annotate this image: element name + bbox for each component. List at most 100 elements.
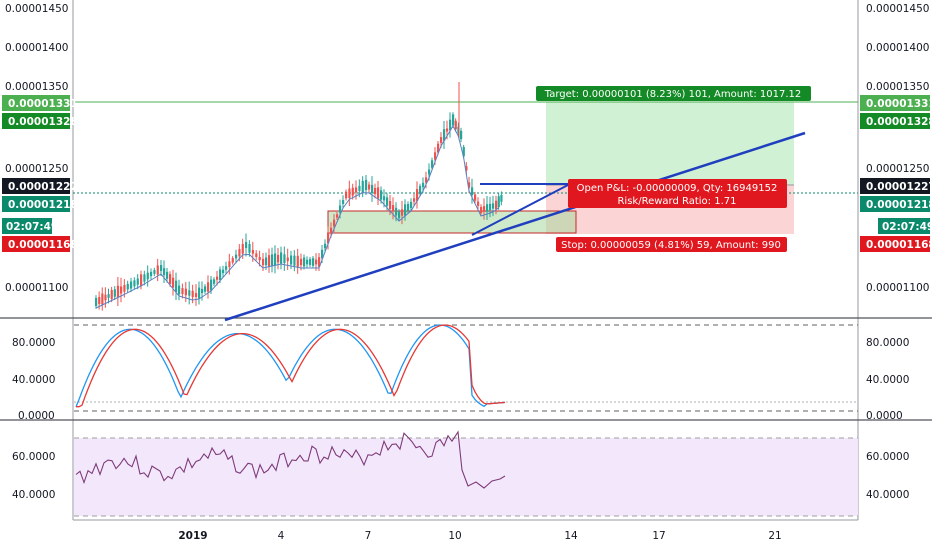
candle-body — [101, 293, 104, 305]
candle-body — [201, 288, 204, 294]
stoch-tick-80-left: 80.0000 — [12, 337, 55, 349]
candle-body — [255, 253, 258, 258]
candle-body — [474, 194, 477, 201]
candle-body — [413, 198, 416, 202]
candle-body — [428, 169, 431, 175]
target-label: Target: 0.00000101 (8.23%) 101, Amount: … — [544, 89, 802, 100]
candle-body — [392, 205, 395, 212]
rr-label: Risk/Reward Ratio: 1.71 — [617, 196, 736, 207]
candle-body — [336, 214, 339, 218]
stoch-tick-40-left: 40.0000 — [12, 374, 55, 386]
candle-body — [327, 232, 330, 244]
stop-label-box — [556, 237, 787, 252]
candle-body — [280, 252, 283, 264]
rsi-line — [75, 430, 506, 489]
trendline-wedge[interactable] — [471, 184, 569, 236]
time-axis[interactable]: 2019 4 7 10 14 17 21 — [178, 530, 781, 542]
support-zone-box[interactable] — [327, 210, 577, 234]
candle-body — [113, 289, 116, 297]
candle-body — [222, 269, 225, 274]
tag-stop-left — [2, 236, 70, 252]
candle-body — [483, 206, 486, 212]
rsi-tick-60-left: 60.0000 — [12, 451, 55, 463]
candle-body — [268, 255, 271, 267]
candle-body — [231, 258, 234, 263]
candle-body — [303, 257, 306, 267]
candle-body — [315, 259, 318, 265]
stochastic-axis[interactable]: 80.0000 40.0000 0.0000 80.0000 40.0000 0… — [12, 337, 909, 422]
candle-body — [248, 244, 251, 253]
candle-body — [395, 207, 398, 216]
tag-last-right-text: 0.00001218 — [866, 199, 932, 211]
candle-body — [377, 187, 380, 199]
candle-body — [293, 255, 296, 266]
left-price-axis[interactable]: 0.00001450 0.00001400 0.00001350 0.00001… — [5, 3, 68, 294]
right-price-axis[interactable]: 0.00001450 0.00001400 0.00001350 0.00001… — [866, 3, 929, 294]
candle-body — [283, 254, 286, 264]
candle-body — [486, 204, 489, 212]
candle-body — [213, 279, 216, 284]
candle-body — [449, 119, 452, 131]
candle-body — [500, 194, 503, 202]
candle-body — [407, 204, 410, 211]
tag-stop-right-text: 0.00001168 — [866, 239, 932, 251]
candle-body — [333, 219, 336, 227]
trendline-main[interactable] — [224, 131, 806, 322]
candle-body — [462, 146, 465, 157]
candle-body — [365, 179, 368, 191]
position-tool[interactable] — [546, 102, 794, 234]
candle-body — [133, 280, 136, 287]
candle-body — [410, 201, 413, 209]
candle-body — [265, 257, 268, 266]
candle-body — [241, 243, 244, 254]
candle-body — [181, 288, 184, 294]
candle-body — [163, 268, 166, 276]
candle-body — [440, 137, 443, 143]
tag-last-left-text: 0.00001218 — [8, 199, 78, 211]
tag-entry-left — [2, 178, 70, 194]
rsi-tick-60-right: 60.0000 — [866, 451, 909, 463]
tag-countdown-left — [2, 218, 52, 234]
candle-body — [184, 288, 187, 296]
rsi-band — [74, 438, 858, 516]
candle-body — [361, 180, 364, 193]
x-tick-21: 21 — [768, 530, 781, 542]
rsi-tick-40-left: 40.0000 — [12, 489, 55, 501]
candle-body — [296, 255, 299, 267]
candle-body — [166, 271, 169, 279]
tag-tp-right-text: 0.00001328 — [866, 116, 932, 128]
y-tick-right-1350: 0.00001350 — [866, 81, 929, 93]
candle-body — [465, 166, 468, 171]
candle-body — [339, 205, 342, 213]
rsi-axis[interactable]: 60.0000 40.0000 60.0000 40.0000 — [12, 451, 909, 501]
candle-body — [300, 258, 303, 266]
candle-body — [312, 258, 315, 266]
candle-body — [457, 126, 460, 134]
candle-body — [398, 211, 401, 219]
candle-body — [140, 274, 143, 286]
candle-body — [238, 249, 241, 257]
stochastic-k-line — [75, 324, 506, 408]
x-tick-14: 14 — [564, 530, 578, 542]
candle-body — [286, 257, 289, 262]
candle-body — [178, 285, 181, 295]
candle-body — [245, 241, 248, 249]
tag-entry-right-text: 0.00001227 — [866, 181, 932, 193]
candle-body — [150, 271, 153, 277]
stoch-tick-0-left: 0.0000 — [18, 410, 55, 422]
candle-body — [123, 284, 126, 292]
x-tick-7: 7 — [365, 530, 372, 542]
candle-body — [195, 293, 198, 297]
candle-body — [434, 152, 437, 160]
candle-body — [271, 254, 274, 266]
stoch-tick-0-right: 0.0000 — [866, 410, 903, 422]
target-zone[interactable] — [546, 102, 794, 185]
candle-body — [274, 253, 277, 266]
right-price-tags: 0.00001331 0.00001328 0.00001227 0.00001… — [860, 95, 932, 252]
y-tick-right-1250: 0.00001250 — [866, 163, 929, 175]
tag-tp-left — [2, 113, 70, 129]
left-price-tags: 0.00001331 0.00001328 0.00001227 0.00001… — [2, 95, 78, 252]
rsi-tick-40-right: 40.0000 — [866, 489, 909, 501]
candle-body — [146, 272, 149, 280]
